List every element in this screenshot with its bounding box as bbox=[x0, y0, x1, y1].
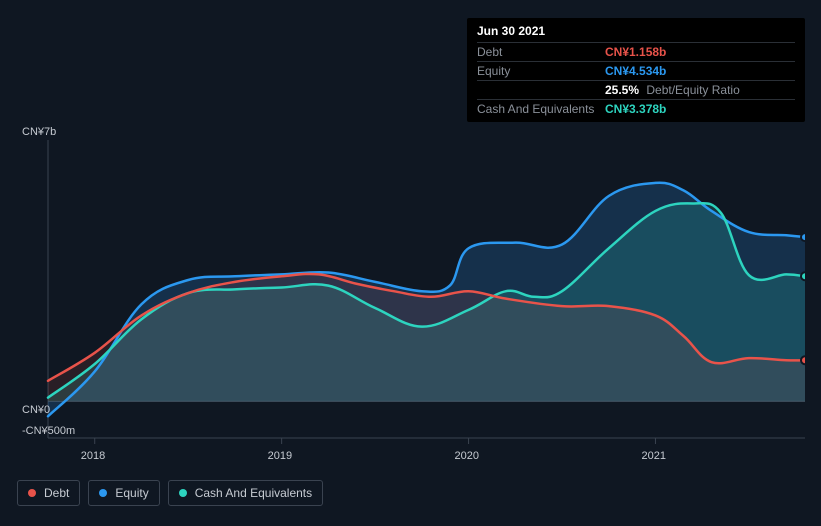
y-tick-label: CN¥7b bbox=[22, 126, 56, 138]
tooltip-row-label bbox=[477, 83, 605, 97]
legend-item-cash[interactable]: Cash And Equivalents bbox=[168, 480, 323, 506]
tooltip-date: Jun 30 2021 bbox=[477, 24, 795, 42]
legend: Debt Equity Cash And Equivalents bbox=[17, 480, 323, 506]
tooltip-row: EquityCN¥4.534b bbox=[477, 61, 795, 80]
tooltip-rows: DebtCN¥1.158bEquityCN¥4.534b25.5% Debt/E… bbox=[477, 42, 795, 118]
legend-label: Equity bbox=[115, 486, 148, 500]
x-tick-label: 2019 bbox=[268, 450, 292, 462]
tooltip-row-label: Equity bbox=[477, 64, 605, 78]
legend-label: Debt bbox=[44, 486, 69, 500]
tooltip-row-value: CN¥3.378b bbox=[605, 102, 666, 116]
x-tick-label: 2020 bbox=[455, 450, 479, 462]
tooltip-row-label: Cash And Equivalents bbox=[477, 102, 605, 116]
tooltip-row: DebtCN¥1.158b bbox=[477, 42, 795, 61]
y-tick-label: CN¥0 bbox=[22, 404, 50, 416]
tooltip-row: 25.5% Debt/Equity Ratio bbox=[477, 80, 795, 99]
cash-dot-icon bbox=[179, 489, 187, 497]
x-tick-label: 2021 bbox=[641, 450, 665, 462]
tooltip-row: Cash And EquivalentsCN¥3.378b bbox=[477, 99, 795, 118]
legend-item-equity[interactable]: Equity bbox=[88, 480, 159, 506]
equity-dot-icon bbox=[99, 489, 107, 497]
tooltip-row-label: Debt bbox=[477, 45, 605, 59]
tooltip-row-value: CN¥4.534b bbox=[605, 64, 666, 78]
debt-dot-icon bbox=[28, 489, 36, 497]
area-chart-svg bbox=[17, 140, 805, 470]
x-tick-label: 2018 bbox=[81, 450, 105, 462]
chart-area[interactable]: CN¥7bCN¥0-CN¥500m 2018201920202021 bbox=[17, 140, 805, 420]
tooltip-row-suffix: Debt/Equity Ratio bbox=[643, 83, 740, 97]
tooltip-row-value: CN¥1.158b bbox=[605, 45, 666, 59]
tooltip-row-value: 25.5% Debt/Equity Ratio bbox=[605, 83, 740, 97]
legend-item-debt[interactable]: Debt bbox=[17, 480, 80, 506]
chart-container: Jun 30 2021 DebtCN¥1.158bEquityCN¥4.534b… bbox=[0, 0, 821, 526]
legend-label: Cash And Equivalents bbox=[195, 486, 312, 500]
y-tick-label: -CN¥500m bbox=[22, 425, 75, 437]
hover-tooltip: Jun 30 2021 DebtCN¥1.158bEquityCN¥4.534b… bbox=[467, 18, 805, 122]
